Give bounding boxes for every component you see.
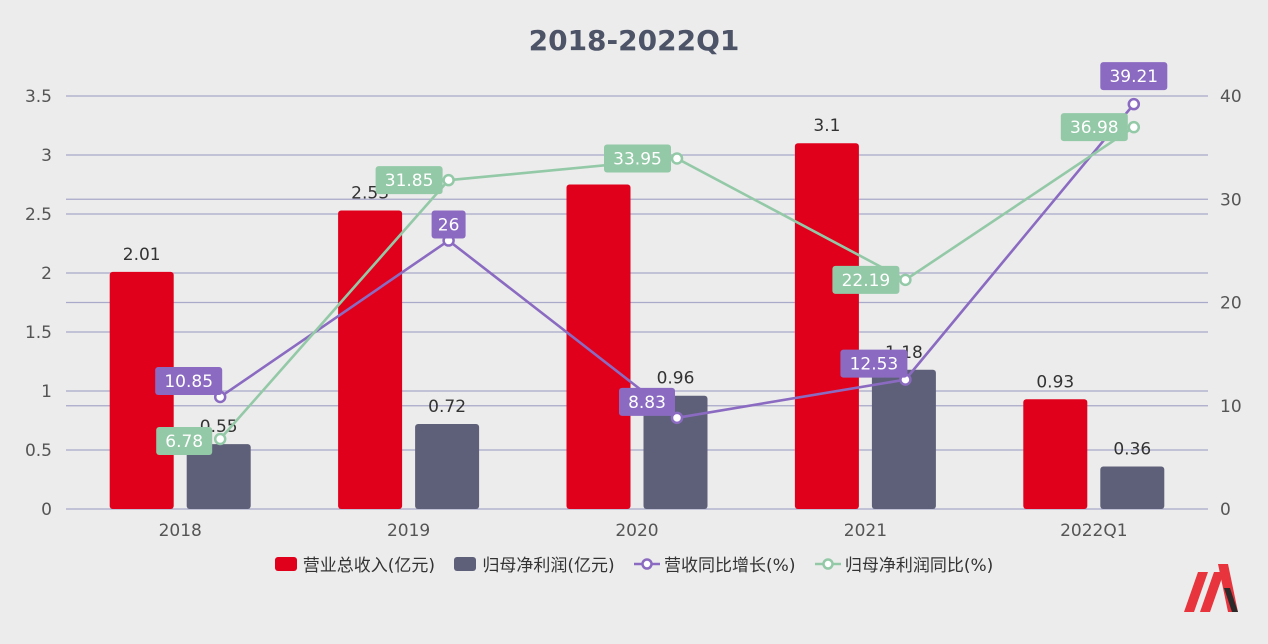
left-axis-tick-label: 3.5 — [25, 87, 52, 107]
legend-label-revenue: 营业总收入(亿元) — [302, 556, 435, 576]
line-data-label: 6.78 — [165, 432, 203, 452]
m-brand-logo-icon — [1184, 564, 1238, 612]
bar-net-profit — [1100, 466, 1165, 509]
x-axis-tick-label: 2021 — [844, 521, 887, 541]
bar-net-profit — [186, 444, 251, 509]
legend-item-net-profit[interactable]: 归母净利润(亿元) — [454, 551, 615, 576]
x-axis-tick-label: 2018 — [159, 521, 202, 541]
right-axis-tick-label: 30 — [1220, 190, 1242, 210]
right-axis-tick-label: 40 — [1220, 87, 1242, 107]
right-axis-tick-label: 10 — [1220, 397, 1242, 417]
left-axis-tick-label: 0 — [41, 500, 52, 520]
legend: 营业总收入(亿元) 归母净利润(亿元) 营收同比增长(%) 归母净利润同比(%) — [0, 551, 1268, 576]
line-data-label: 39.21 — [1109, 67, 1158, 87]
bar-data-label: 0.96 — [657, 369, 695, 389]
bar-revenue — [338, 210, 403, 509]
line-data-label-box — [832, 265, 900, 294]
bar-data-label: 0.36 — [1113, 440, 1151, 460]
left-axis-tick-label: 0.5 — [25, 441, 52, 461]
legend-line-marker-revenue-growth — [634, 558, 661, 570]
right-axis-tick-label: 20 — [1220, 294, 1242, 314]
bar-net-profit — [643, 395, 708, 509]
bar-net-profit — [415, 424, 480, 509]
line-marker — [1127, 120, 1141, 134]
left-axis-tick-label: 3 — [41, 146, 52, 166]
legend-label-revenue-growth: 营收同比增长(%) — [664, 556, 796, 576]
line-data-label-box — [431, 210, 466, 239]
line-marker — [670, 411, 684, 425]
line-data-label: 10.85 — [164, 372, 213, 392]
left-axis-tick-label: 2 — [41, 264, 52, 284]
chart-title: 2018-2022Q1 — [528, 24, 740, 57]
line-marker — [442, 173, 455, 187]
legend-swatch-revenue — [274, 557, 297, 571]
right-axis-tick-label: 0 — [1220, 500, 1231, 520]
bar-revenue — [1023, 399, 1088, 509]
legend-swatch-net-profit — [454, 557, 477, 571]
legend-item-revenue[interactable]: 营业总收入(亿元) — [274, 551, 435, 576]
line-marker — [213, 432, 227, 446]
x-axis-tick-label: 2022Q1 — [1060, 521, 1127, 541]
line-data-label-box — [840, 349, 908, 378]
bar-data-label: 0.72 — [428, 397, 466, 417]
line-data-label: 31.85 — [385, 171, 434, 191]
x-axis-tick-label: 2020 — [615, 521, 658, 541]
legend-label-net-profit: 归母净利润(亿元) — [482, 556, 615, 576]
line-data-label: 33.95 — [613, 149, 662, 169]
line-data-label-box — [604, 144, 671, 173]
left-axis-tick-label: 2.5 — [25, 205, 52, 225]
bar-data-label: 2.01 — [123, 245, 161, 265]
line-data-label: 36.98 — [1070, 118, 1119, 138]
line-data-label-box — [1100, 62, 1168, 91]
bar-data-label: 3.1 — [813, 116, 840, 136]
line-data-label: 8.83 — [628, 393, 666, 413]
line-marker — [670, 152, 684, 165]
left-axis-tick-label: 1 — [41, 382, 52, 402]
legend-line-marker-profit-growth — [814, 558, 841, 570]
line-data-label-box — [155, 366, 223, 395]
line-data-label-box — [156, 426, 213, 455]
line-data-label: 26 — [438, 216, 460, 236]
line-data-label-box — [619, 387, 675, 416]
line-marker — [899, 273, 912, 287]
line-data-label-box — [375, 166, 443, 195]
bar-revenue — [566, 184, 631, 509]
bar-revenue — [794, 143, 859, 509]
line-data-label: 22.19 — [842, 271, 891, 291]
line-marker — [1127, 97, 1141, 111]
bar-data-label: 0.93 — [1036, 372, 1074, 392]
line-data-label-box — [1060, 113, 1128, 142]
legend-item-profit-growth[interactable]: 归母净利润同比(%) — [814, 551, 994, 576]
legend-item-revenue-growth[interactable]: 营收同比增长(%) — [634, 551, 795, 576]
x-axis-tick-label: 2019 — [387, 521, 430, 541]
legend-label-profit-growth: 归母净利润同比(%) — [844, 556, 994, 576]
line-data-label: 12.53 — [850, 355, 899, 375]
left-axis-tick-label: 1.5 — [25, 323, 52, 343]
bar-net-profit — [871, 369, 936, 509]
